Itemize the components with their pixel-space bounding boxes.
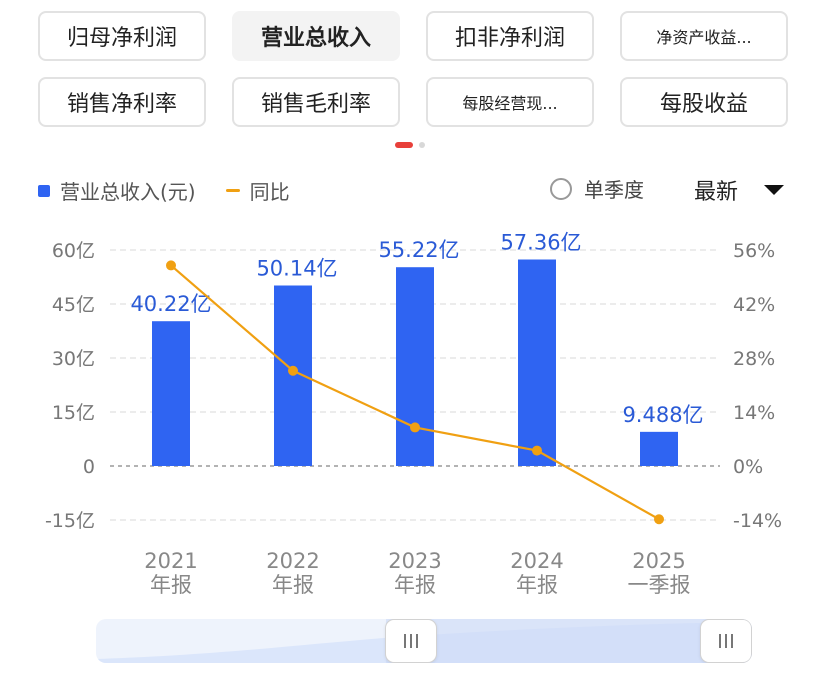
slider-left-handle[interactable] — [385, 619, 437, 663]
grip-icon — [404, 634, 418, 648]
bar-value-label: 9.488亿 — [622, 403, 703, 427]
slider-selection — [386, 619, 752, 663]
x-tick-label: 2024 — [510, 549, 563, 573]
yoy-point — [410, 422, 420, 433]
x-tick-label: 年报 — [272, 573, 314, 597]
y-left-tick-label: 60亿 — [52, 240, 95, 262]
bar-value-label: 50.14亿 — [256, 256, 337, 280]
bar-value-label: 40.22亿 — [130, 292, 211, 316]
x-tick-label: 一季报 — [628, 573, 691, 597]
page-indicator — [395, 142, 425, 148]
y-left-tick-label: 30亿 — [52, 348, 95, 370]
bar-value-label: 55.22亿 — [378, 238, 459, 262]
period-dropdown[interactable]: 最新 — [694, 174, 785, 206]
x-tick-label: 年报 — [516, 573, 558, 597]
tab-3[interactable]: 扣非净利润 — [426, 11, 594, 61]
x-tick-label: 2025 — [632, 549, 685, 573]
tab-8[interactable]: 每股收益 — [620, 77, 788, 127]
tab-4[interactable]: 净资产收益... — [620, 11, 788, 61]
chart-legend: 营业总收入(元) 同比 — [38, 176, 290, 205]
tab-2[interactable]: 营业总收入 — [232, 11, 400, 61]
y-right-tick-label: 0% — [733, 456, 763, 478]
radio-icon[interactable] — [550, 177, 572, 200]
y-right-tick-label: 14% — [733, 402, 775, 424]
yoy-point — [532, 445, 542, 456]
range-slider[interactable] — [96, 619, 752, 663]
metric-tabs: 归母净利润 营业总收入 扣非净利润 净资产收益... 销售净利率 销售毛利率 每股经营现..… — [38, 11, 790, 127]
bar-legend-label: 营业总收入(元) — [60, 180, 196, 204]
x-tick-label: 年报 — [150, 573, 192, 597]
grip-icon — [719, 634, 733, 648]
y-left-tick-label: 15亿 — [52, 402, 95, 424]
y-left-tick-label: -15亿 — [45, 510, 95, 532]
line-legend-swatch — [225, 189, 240, 192]
tab-6[interactable]: 销售毛利率 — [232, 77, 400, 127]
yoy-point — [166, 260, 176, 271]
page-dot-active[interactable] — [395, 142, 413, 148]
y-left-tick-label: 45亿 — [52, 294, 95, 316]
bar — [518, 259, 556, 466]
single-quarter-toggle[interactable]: 单季度 — [550, 174, 644, 203]
bar — [640, 431, 678, 466]
slider-right-handle[interactable] — [700, 619, 752, 663]
yoy-point — [288, 365, 298, 376]
single-quarter-label: 单季度 — [584, 178, 644, 202]
caret-down-icon[interactable] — [764, 185, 785, 195]
tab-1[interactable]: 归母净利润 — [38, 11, 206, 61]
bar-value-label: 57.36亿 — [500, 231, 581, 255]
page-dot[interactable] — [419, 142, 425, 148]
x-tick-label: 年报 — [394, 573, 436, 597]
bar-legend-swatch — [38, 184, 50, 197]
revenue-chart: 60亿 45亿 30亿 15亿 0 -15亿 56% 42% 28% 14% 0% -14% 40.22… — [45, 231, 782, 597]
period-dropdown-label: 最新 — [694, 180, 739, 205]
tab-7[interactable]: 每股经营现... — [426, 77, 594, 127]
bar — [396, 267, 434, 466]
y-right-tick-label: 56% — [733, 240, 775, 262]
y-left-tick-label: 0 — [83, 456, 95, 478]
x-tick-label: 2023 — [388, 549, 441, 573]
x-tick-label: 2022 — [266, 549, 319, 573]
y-right-tick-label: 28% — [733, 348, 775, 370]
y-right-tick-label: 42% — [733, 294, 775, 316]
y-right-tick-label: -14% — [733, 510, 782, 532]
x-tick-label: 2021 — [144, 549, 197, 573]
tab-5[interactable]: 销售净利率 — [38, 77, 206, 127]
yoy-point — [654, 514, 664, 525]
bar — [152, 321, 190, 466]
line-legend-label: 同比 — [249, 180, 290, 204]
